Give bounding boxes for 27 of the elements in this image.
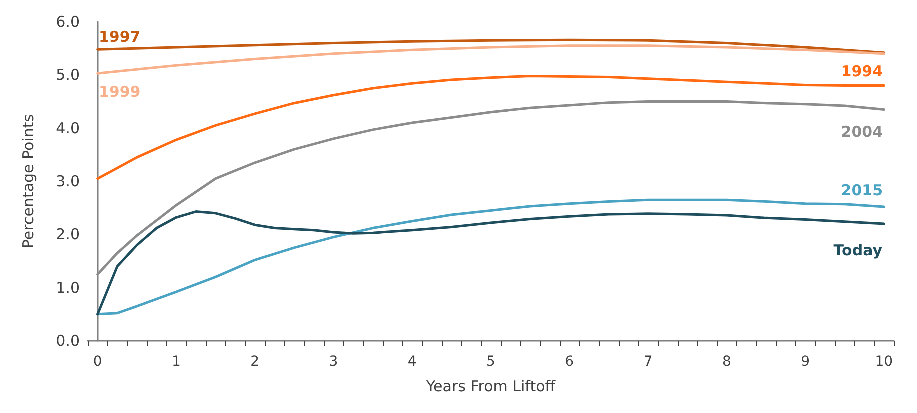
x-tick-label: 6 — [565, 354, 574, 370]
x-tick-label: 8 — [722, 354, 732, 370]
x-tick-label: 2 — [250, 354, 260, 370]
x-tick-label: 0 — [93, 354, 102, 370]
y-tick-label: 4.0 — [56, 119, 80, 138]
line-series — [96, 44, 886, 75]
x-tick-label: 4 — [408, 354, 417, 370]
y-tick-label: 2.0 — [56, 226, 80, 244]
y-tick-label: 5.0 — [56, 66, 80, 84]
x-tick-label: 3 — [329, 354, 338, 370]
y-tick-label: 6.0 — [56, 13, 80, 31]
y-axis-title: Percentage Points — [20, 114, 38, 249]
x-tick-label: 10 — [875, 354, 894, 370]
series-label: Today — [834, 242, 883, 260]
x-tick-label: 1 — [172, 354, 181, 370]
series-label: 1999 — [98, 83, 141, 102]
y-tick-label: 1.0 — [56, 278, 80, 297]
series-label: 1997 — [98, 28, 141, 46]
series-label: 2004 — [841, 123, 884, 142]
x-tick-label: 5 — [486, 354, 496, 370]
series-label: 1994 — [841, 62, 884, 80]
x-tick-label: 9 — [801, 354, 810, 370]
x-axis-title: Years From Liftoff — [425, 378, 556, 396]
y-tick-label: 0.0 — [56, 332, 80, 350]
series-label: 2015 — [841, 182, 884, 200]
y-tick-label: 3.0 — [56, 172, 80, 190]
x-tick-label: 7 — [644, 354, 653, 370]
